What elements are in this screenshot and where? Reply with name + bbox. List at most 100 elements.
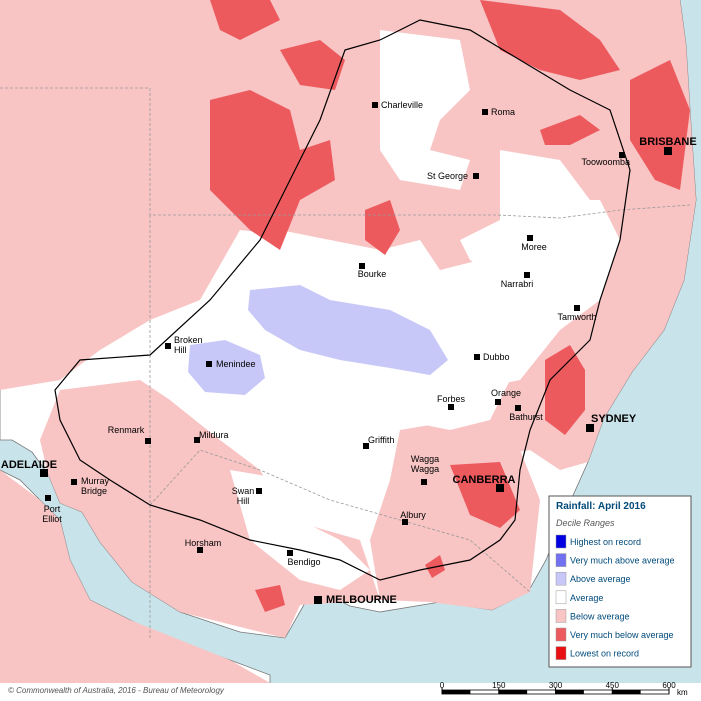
region	[460, 150, 600, 290]
region	[450, 462, 520, 528]
scale-segment	[498, 690, 528, 694]
city-marker	[372, 102, 378, 108]
city-label: SYDNEY	[591, 413, 637, 425]
legend-swatch	[555, 571, 567, 586]
above-average-region	[188, 340, 265, 395]
city-marker	[664, 147, 672, 155]
region	[230, 470, 370, 590]
city-label: CANBERRA	[453, 474, 516, 486]
legend-box	[548, 495, 692, 668]
city-label: Murray Bridge	[81, 476, 110, 496]
region	[0, 470, 270, 683]
city-label: MELBOURNE	[326, 594, 397, 606]
legend-label: Lowest on record	[570, 649, 639, 659]
legend-swatch	[555, 627, 567, 642]
legend-swatch	[555, 534, 567, 549]
city-marker	[574, 305, 580, 311]
legend-title: Rainfall: April 2016	[556, 501, 646, 512]
city-label: ADELAIDE	[1, 459, 57, 471]
city-marker	[165, 343, 171, 349]
region	[0, 0, 696, 470]
legend-label: Below average	[570, 611, 630, 621]
legend-swatch	[555, 590, 567, 605]
scale-label: 0	[440, 681, 445, 690]
city-marker	[45, 495, 51, 501]
city-label: St George	[427, 171, 468, 181]
region	[380, 30, 470, 190]
city-marker	[482, 109, 488, 115]
legend-label: Average	[570, 593, 603, 603]
city-label: Orange	[491, 388, 521, 398]
legend: Rainfall: April 2016 Decile Ranges Highe…	[548, 495, 692, 668]
city-label: Broken Hill	[174, 335, 203, 355]
city-label: Port Elliot	[42, 504, 62, 524]
scale-label: 150	[492, 681, 506, 690]
city-label: Tamworth	[557, 312, 596, 322]
footer-bar	[0, 683, 701, 701]
cities: Charleville Roma St George Toowoomba BRISBAN…	[1, 100, 697, 606]
legend-swatch	[555, 553, 567, 567]
city-marker	[206, 361, 212, 367]
city-label: Griffith	[368, 435, 394, 445]
city-label: Bourke	[358, 269, 387, 279]
city-marker	[40, 469, 48, 477]
region	[545, 345, 585, 435]
city-label: Charleville	[381, 100, 423, 110]
city-label: Swan Hill	[232, 486, 255, 506]
region	[280, 40, 345, 90]
city-marker	[194, 437, 200, 443]
city-label: Forbes	[437, 394, 466, 404]
very-much-below-average-regions	[210, 0, 690, 612]
city-label: Roma	[491, 107, 515, 117]
city-marker	[448, 404, 454, 410]
city-marker	[363, 443, 369, 449]
city-label: Wagga Wagga	[411, 454, 439, 474]
city-label: Bendigo	[287, 557, 320, 567]
above-average-region	[248, 285, 448, 375]
region	[255, 585, 285, 612]
region	[210, 0, 280, 40]
city-label: Albury	[400, 510, 426, 520]
city-marker	[586, 424, 594, 432]
copyright: © Commonwealth of Australia, 2016 - Bure…	[8, 686, 225, 695]
city-label: Narrabri	[501, 279, 534, 289]
city-marker	[515, 405, 521, 411]
city-marker	[473, 173, 479, 179]
legend-label: Above average	[570, 574, 631, 584]
city-label: Toowoomba	[581, 157, 630, 167]
city-label: Moree	[521, 242, 547, 252]
region	[365, 200, 400, 255]
region	[210, 90, 335, 250]
city-marker	[287, 550, 293, 556]
scale-label: 600	[662, 681, 676, 690]
region	[480, 0, 620, 80]
scale-label: 300	[549, 681, 563, 690]
scale-segment	[555, 690, 584, 694]
legend-label: Very much above average	[570, 556, 675, 566]
scale-unit: km	[677, 688, 688, 697]
state-borders	[0, 87, 691, 640]
legend-swatch	[555, 646, 567, 660]
city-marker	[495, 399, 501, 405]
city-label: Dubbo	[483, 352, 510, 362]
city-label: Mildura	[199, 430, 229, 440]
city-label: Bathurst	[509, 412, 543, 422]
city-label: BRISBANE	[639, 136, 696, 148]
city-marker	[421, 479, 427, 485]
legend-swatch	[555, 609, 567, 623]
state-border	[0, 87, 691, 219]
legend-label: Highest on record	[570, 537, 641, 547]
city-marker	[314, 596, 322, 604]
city-label: Horsham	[185, 538, 222, 548]
city-label: Renmark	[108, 425, 145, 435]
city-marker	[474, 354, 480, 360]
basin-outline	[54, 19, 631, 581]
city-marker	[145, 438, 151, 444]
city-marker	[619, 152, 625, 158]
legend-subtitle: Decile Ranges	[556, 518, 615, 528]
city-marker	[359, 263, 365, 269]
city-marker	[496, 484, 504, 492]
city-marker	[527, 235, 533, 241]
